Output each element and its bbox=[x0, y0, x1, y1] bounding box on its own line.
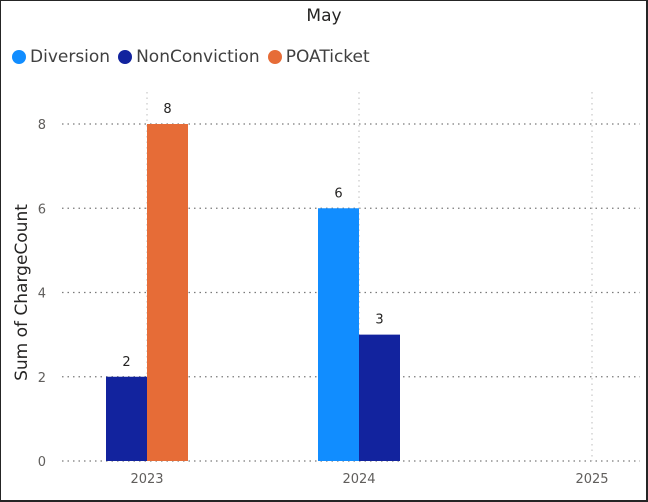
legend-label-nonconviction: NonConviction bbox=[136, 47, 260, 67]
y-tick-label: 6 bbox=[38, 202, 46, 217]
bar-poaticket-2023 bbox=[147, 124, 188, 461]
x-tick-label: 2025 bbox=[575, 472, 608, 487]
legend-label-diversion: Diversion bbox=[30, 47, 111, 67]
x-tick-label: 2024 bbox=[342, 472, 375, 487]
y-tick-label: 0 bbox=[38, 455, 46, 470]
bar-diversion-2024 bbox=[318, 208, 359, 461]
legend: Diversion NonConviction POATicket bbox=[12, 47, 378, 67]
data-label: 2 bbox=[122, 355, 130, 370]
y-tick-label: 8 bbox=[38, 118, 46, 133]
bar-nonconviction-2024 bbox=[359, 334, 400, 461]
data-label: 6 bbox=[334, 186, 342, 201]
x-tick-label: 2023 bbox=[130, 472, 163, 487]
y-tick-label: 4 bbox=[38, 287, 46, 302]
legend-swatch-poaticket bbox=[267, 50, 282, 64]
data-label: 8 bbox=[163, 102, 171, 117]
legend-item-nonconviction[interactable]: NonConviction bbox=[118, 47, 260, 67]
legend-item-diversion[interactable]: Diversion bbox=[12, 47, 110, 67]
legend-label-poaticket: POATicket bbox=[285, 47, 370, 67]
y-tick-label: 2 bbox=[38, 371, 46, 386]
legend-swatch-nonconviction bbox=[118, 50, 133, 64]
chart-title: May bbox=[306, 6, 342, 26]
legend-item-poaticket[interactable]: POATicket bbox=[267, 47, 370, 67]
legend-swatch-diversion bbox=[12, 50, 26, 64]
bar-nonconviction-2023 bbox=[106, 376, 147, 461]
data-label: 3 bbox=[375, 313, 383, 328]
y-axis-title: Sum of ChargeCount bbox=[12, 204, 32, 381]
